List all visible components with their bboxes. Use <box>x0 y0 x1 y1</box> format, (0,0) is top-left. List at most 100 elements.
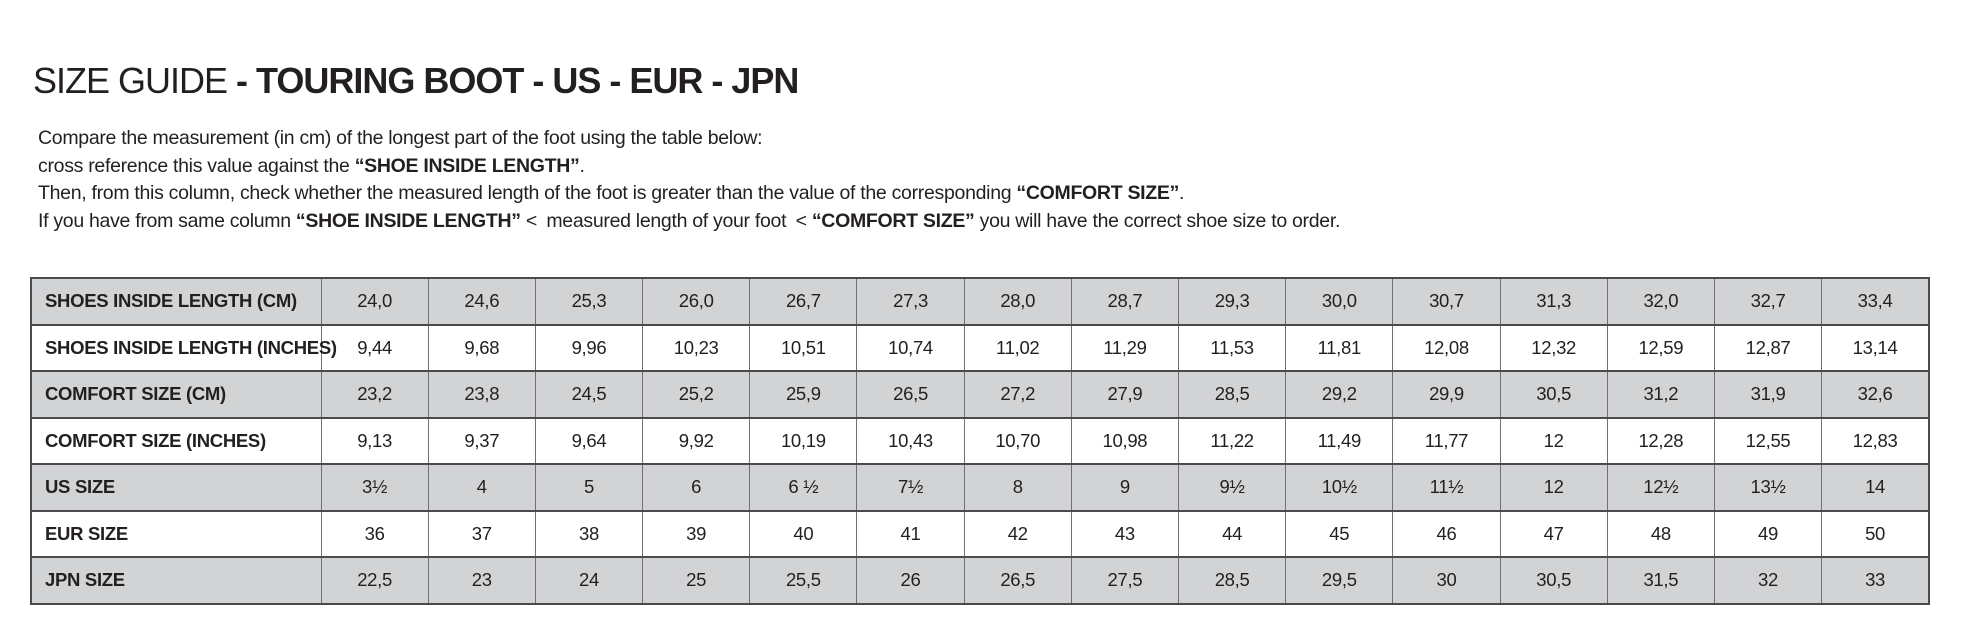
size-cell: 26,0 <box>642 277 750 325</box>
size-cell: 27,5 <box>1070 556 1179 604</box>
size-cell: 39 <box>642 509 750 558</box>
size-cell: 27,9 <box>1070 370 1179 418</box>
size-cell: 26,7 <box>749 277 857 325</box>
row-label: US SIZE <box>31 463 321 511</box>
size-cell: 11,02 <box>963 323 1072 372</box>
size-cell: 36 <box>320 509 429 558</box>
size-cell: 12,55 <box>1713 416 1822 465</box>
size-cell: 11,77 <box>1392 416 1501 465</box>
size-cell: 33,4 <box>1821 277 1929 325</box>
row-label: JPN SIZE <box>31 556 321 604</box>
size-cell: 26 <box>856 556 965 604</box>
size-cell: 11½ <box>1392 463 1501 511</box>
size-cell: 30,7 <box>1392 277 1501 325</box>
size-cell: 8 <box>963 463 1072 511</box>
size-cell: 10,19 <box>749 416 857 465</box>
size-cell: 31,3 <box>1499 277 1608 325</box>
size-cell: 10,74 <box>856 323 965 372</box>
size-cell: 11,53 <box>1177 323 1286 372</box>
size-cell: 30,5 <box>1499 370 1608 418</box>
size-cell: 5 <box>534 463 643 511</box>
size-cell: 47 <box>1499 509 1608 558</box>
size-cell: 32 <box>1713 556 1822 604</box>
size-table-body: SHOES INSIDE LENGTH (CM) 24,0 24,6 25,3 26,0… <box>31 277 1929 604</box>
size-cell: 45 <box>1285 509 1393 558</box>
size-cell: 10,43 <box>856 416 965 465</box>
size-cell: 12 <box>1499 416 1608 465</box>
size-cell: 12,87 <box>1713 323 1822 372</box>
intro-bold-phrase: “COMFORT SIZE” <box>1016 182 1180 205</box>
size-cell: 9 <box>1070 463 1179 511</box>
size-cell: 9,92 <box>642 416 750 465</box>
size-cell: 25 <box>642 556 750 604</box>
intro-text: If you have from same column <box>38 209 296 232</box>
size-cell: 6 ½ <box>749 463 857 511</box>
size-cell: 23,8 <box>427 370 536 418</box>
size-cell: 9,96 <box>534 323 643 372</box>
size-cell: 10,51 <box>749 323 857 372</box>
intro-line-4: If you have from same column “SHOE INSID… <box>38 208 1932 236</box>
intro-bold-phrase: “COMFORT SIZE” <box>811 209 975 232</box>
intro-text: . <box>1179 182 1185 205</box>
size-cell: 28,5 <box>1177 556 1286 604</box>
size-cell: 13,14 <box>1821 323 1929 372</box>
size-cell: 11,81 <box>1285 323 1393 372</box>
size-cell: 14 <box>1821 463 1929 511</box>
size-cell: 25,2 <box>642 370 750 418</box>
size-cell: 27,3 <box>856 277 965 325</box>
size-cell: 32,7 <box>1713 277 1822 325</box>
size-guide-page: SIZE GUIDE - TOURING BOOT - US - EUR - J… <box>30 62 1932 605</box>
size-cell: 13½ <box>1713 463 1822 511</box>
size-cell: 30,5 <box>1499 556 1608 604</box>
size-cell: 40 <box>749 509 857 558</box>
size-cell: 28,0 <box>963 277 1072 325</box>
intro-text: < measured length of your foot < <box>520 209 812 232</box>
size-cell: 25,5 <box>749 556 857 604</box>
size-cell: 23,2 <box>320 370 429 418</box>
intro-text: Compare the measurement (in cm) of the l… <box>38 127 763 150</box>
size-cell: 26,5 <box>856 370 965 418</box>
size-cell: 9,68 <box>427 323 536 372</box>
size-table: SHOES INSIDE LENGTH (CM) 24,0 24,6 25,3 26,0… <box>30 277 1930 605</box>
size-cell: 24,6 <box>427 277 536 325</box>
size-cell: 50 <box>1821 509 1929 558</box>
page-title-bold: - TOURING BOOT - US - EUR - JPN <box>236 60 799 102</box>
size-cell: 23 <box>427 556 536 604</box>
size-cell: 37 <box>427 509 536 558</box>
intro-line-2: cross reference this value against the “… <box>38 153 1932 181</box>
row-label: COMFORT SIZE (INCHES) <box>31 416 321 465</box>
size-cell: 28,7 <box>1070 277 1179 325</box>
size-cell: 9,64 <box>534 416 643 465</box>
size-cell: 29,3 <box>1177 277 1286 325</box>
size-cell: 44 <box>1177 509 1286 558</box>
size-cell: 24,5 <box>534 370 643 418</box>
table-row: COMFORT SIZE (CM) 23,2 23,8 24,5 25,2 25,9 26,… <box>31 370 1929 418</box>
table-row: EUR SIZE 36 37 38 39 40 41 42 43 44 45 46 47 48 49 50 <box>31 509 1929 558</box>
size-cell: 49 <box>1713 509 1822 558</box>
size-cell: 9,44 <box>320 323 429 372</box>
size-cell: 10,98 <box>1070 416 1179 465</box>
intro-bold-phrase: “SHOE INSIDE LENGTH” <box>295 209 521 232</box>
size-cell: 4 <box>427 463 536 511</box>
table-row: SHOES INSIDE LENGTH (INCHES) 9,44 9,68 9,96… <box>31 323 1929 372</box>
size-cell: 10½ <box>1285 463 1393 511</box>
size-cell: 27,2 <box>963 370 1072 418</box>
size-cell: 29,5 <box>1285 556 1393 604</box>
size-cell: 31,5 <box>1606 556 1715 604</box>
size-cell: 9½ <box>1177 463 1286 511</box>
size-cell: 29,2 <box>1285 370 1393 418</box>
size-cell: 28,5 <box>1177 370 1286 418</box>
intro-text: Then, from this column, check whether th… <box>38 182 1017 205</box>
page-title-regular: SIZE GUIDE <box>33 60 237 102</box>
size-cell: 3½ <box>320 463 429 511</box>
size-cell: 26,5 <box>963 556 1072 604</box>
size-cell: 9,13 <box>320 416 429 465</box>
size-cell: 41 <box>856 509 965 558</box>
intro-text: you will have the correct shoe size to o… <box>974 209 1341 232</box>
size-cell: 22,5 <box>320 556 429 604</box>
page-title: SIZE GUIDE - TOURING BOOT - US - EUR - J… <box>33 62 1932 100</box>
size-cell: 12,83 <box>1821 416 1929 465</box>
size-cell: 12½ <box>1606 463 1715 511</box>
size-cell: 25,9 <box>749 370 857 418</box>
size-cell: 33 <box>1821 556 1929 604</box>
